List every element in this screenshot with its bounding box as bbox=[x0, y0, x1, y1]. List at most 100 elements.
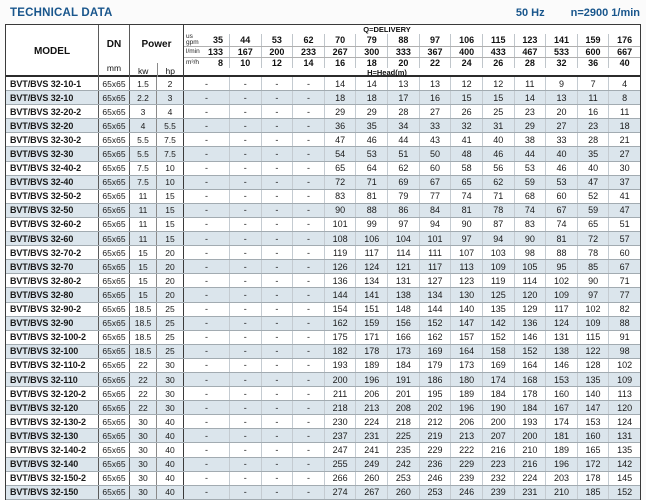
model-cell: BVT/BVS 32-50 bbox=[6, 203, 99, 217]
head-value-cell: 156 bbox=[387, 316, 419, 330]
head-value-cell: 274 bbox=[323, 485, 356, 499]
head-value-cell: 223 bbox=[481, 457, 514, 471]
head-value-cell: 235 bbox=[387, 443, 419, 457]
head-value-cell: - bbox=[260, 372, 293, 387]
table-row: BVT/BVS 32-20-2 65x65 3 4- - - -29 29 28 27 26 25 23… bbox=[6, 104, 640, 119]
head-value-cell: 193 bbox=[513, 415, 546, 429]
gpm-row: us gpm 35 44 53 62 70 79 88 97 106 115 123 141 159 176 bbox=[184, 33, 640, 46]
head-value-cell: - bbox=[260, 344, 293, 358]
head-value-cell: 236 bbox=[418, 457, 451, 471]
head-value-cell: 158 bbox=[481, 344, 514, 358]
dn-cell: 65x65 bbox=[99, 274, 130, 288]
head-value-cell: 14 bbox=[355, 77, 387, 91]
head-value-cell: - bbox=[292, 288, 324, 302]
head-value-cell: 36 bbox=[323, 119, 356, 133]
head-value-cell: - bbox=[205, 289, 208, 300]
head-value-cell: - bbox=[205, 304, 208, 315]
table-row: BVT/BVS 32-110-2 65x65 22 30- - - -193 189 184 17… bbox=[6, 357, 640, 372]
head-value-cell: 180 bbox=[450, 372, 482, 387]
head-value-cell: - bbox=[229, 330, 261, 344]
head-value-cell: - bbox=[260, 288, 293, 302]
head-value-cell: - bbox=[229, 203, 261, 217]
head-value-cell: 94 bbox=[481, 232, 514, 246]
head-value-cell: 134 bbox=[355, 274, 387, 288]
lmin-value: 467 bbox=[513, 47, 546, 57]
head-value-cell: 260 bbox=[387, 485, 419, 499]
head-value-cell: - bbox=[260, 358, 293, 372]
head-value-cell: 102 bbox=[576, 302, 609, 316]
head-value-cell: 201 bbox=[387, 387, 419, 401]
technical-data-table: MODEL DN mm Power kw hp Q=DELIVERY us gpm… bbox=[5, 24, 641, 500]
head-value-cell: 59 bbox=[513, 175, 546, 189]
head-value-cell: 266 bbox=[323, 471, 356, 485]
head-value-cell: - bbox=[205, 120, 208, 131]
head-value-cell: 219 bbox=[418, 429, 451, 443]
head-value-cell: - bbox=[292, 302, 324, 316]
head-value-cell: 109 bbox=[608, 372, 640, 387]
head-value-cell: 224 bbox=[513, 471, 546, 485]
head-value-cell: 136 bbox=[323, 274, 356, 288]
head-value-cell: 218 bbox=[323, 401, 356, 415]
model-cell: BVT/BVS 32-70 bbox=[6, 260, 99, 274]
head-value-cell: - bbox=[292, 387, 324, 401]
power-hp-cell: 30 bbox=[157, 401, 184, 415]
head-value-cell: 229 bbox=[418, 443, 451, 457]
head-value-cell: - bbox=[205, 177, 208, 188]
head-value-cell: 33 bbox=[418, 119, 451, 133]
head-value-cell: - bbox=[260, 232, 293, 246]
dn-cell: 65x65 bbox=[99, 302, 130, 316]
head-value-cell: - bbox=[260, 457, 293, 471]
power-kw-cell: 30 bbox=[130, 457, 157, 471]
head-unit-label: H=Head(m) bbox=[367, 68, 407, 77]
head-value-cell: 120 bbox=[608, 401, 640, 415]
head-value-cell: - bbox=[260, 91, 293, 105]
head-value-cell: - bbox=[229, 119, 261, 133]
head-value-cell: - bbox=[292, 203, 324, 217]
flow-unit-label: m³/h bbox=[186, 59, 199, 66]
power-hp-cell: 15 bbox=[157, 232, 184, 246]
head-value-cell: 142 bbox=[608, 457, 640, 471]
head-value-cell: 206 bbox=[355, 387, 387, 401]
head-value-cell: 200 bbox=[481, 415, 514, 429]
head-value-cell: - bbox=[205, 444, 208, 455]
head-value-cell: 152 bbox=[608, 485, 640, 499]
head-value-cell: - bbox=[292, 415, 324, 429]
head-value-cell: 67 bbox=[545, 203, 577, 217]
dn-cell: 65x65 bbox=[99, 358, 130, 372]
head-value-cell: 249 bbox=[355, 457, 387, 471]
power-kw-cell: 22 bbox=[130, 372, 157, 387]
dn-cell: 65x65 bbox=[99, 91, 130, 105]
power-unit-labels: kw hp bbox=[130, 63, 183, 77]
head-value-cell: 146 bbox=[545, 358, 577, 372]
gpm-value: 106 bbox=[450, 34, 482, 46]
gpm-value: 79 bbox=[355, 34, 387, 46]
power-hp-cell: 15 bbox=[157, 189, 184, 203]
head-value-cell: - bbox=[229, 415, 261, 429]
dn-cell: 65x65 bbox=[99, 77, 130, 91]
head-value-cell: 44 bbox=[513, 147, 546, 161]
lmin-value: 133 bbox=[207, 47, 223, 57]
head-value-cell: 144 bbox=[418, 302, 451, 316]
lmin-value: 667 bbox=[608, 47, 640, 57]
head-value-cell: - bbox=[292, 358, 324, 372]
lmin-row: l/min 133 167 200 233 267 300 333 367 400 433 467 53… bbox=[184, 46, 640, 57]
head-value-cell: 46 bbox=[481, 147, 514, 161]
table-row: BVT/BVS 32-40-2 65x65 7.5 10- - - -65 64 62 60 58 5… bbox=[6, 160, 640, 175]
head-value-cell: 230 bbox=[323, 415, 356, 429]
head-value-cell: 108 bbox=[323, 232, 356, 246]
power-kw-cell: 4 bbox=[130, 119, 157, 133]
head-value-cell: 142 bbox=[481, 316, 514, 330]
head-value-cell: 102 bbox=[608, 358, 640, 372]
head-value-cell: - bbox=[260, 203, 293, 217]
head-value-cell: 78 bbox=[481, 203, 514, 217]
head-value-cell: 212 bbox=[418, 415, 451, 429]
head-value-cell: - bbox=[292, 133, 324, 147]
head-value-cell: 41 bbox=[608, 189, 640, 203]
head-value-cell: 157 bbox=[450, 330, 482, 344]
power-kw-cell: 18.5 bbox=[130, 344, 157, 358]
power-hp-cell: 4 bbox=[157, 105, 184, 119]
head-value-cell: 113 bbox=[608, 387, 640, 401]
head-value-cell: 152 bbox=[418, 316, 451, 330]
model-cell: BVT/BVS 32-150-2 bbox=[6, 471, 99, 485]
head-value-cell: 101 bbox=[323, 217, 356, 232]
